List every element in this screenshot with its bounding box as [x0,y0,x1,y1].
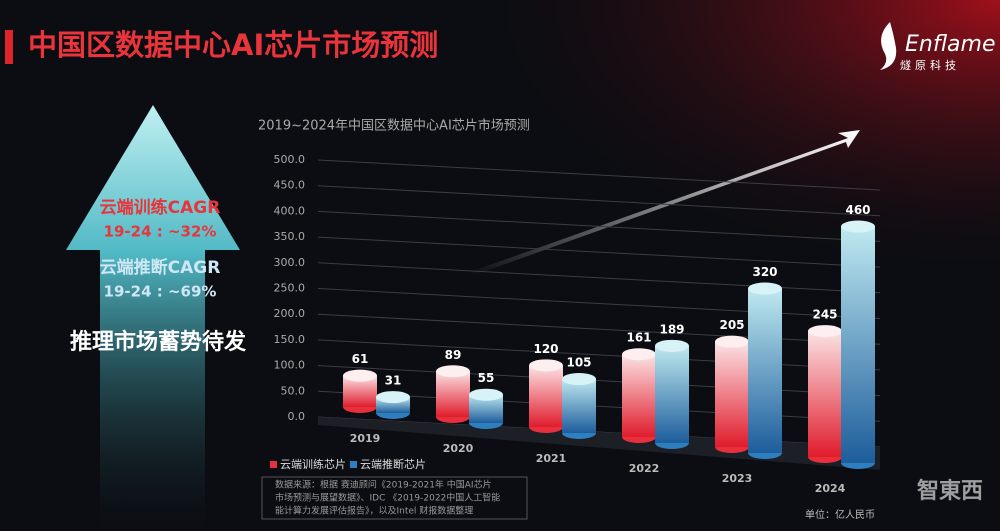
y-tick-label: 250.0 [274,282,306,295]
data-label: 61 [352,352,369,366]
data-label: 205 [719,318,744,332]
data-label: 31 [385,374,402,388]
bar-cap [469,388,503,401]
legend-swatch [350,461,357,468]
bar-cap [343,369,377,382]
data-label: 120 [533,342,558,356]
y-tick-label: 500.0 [274,153,306,166]
y-tick-label: 50.0 [281,384,306,397]
infer-cagr-label: 云端推断CAGR [100,257,221,278]
grid-line [317,365,881,397]
train-cagr-label: 云端训练CAGR [100,197,221,218]
legend-swatch [270,461,277,468]
grid-line [317,210,881,242]
logo-icon [880,22,897,70]
unit-label: 单位：亿人民币 [805,508,875,521]
y-tick-label: 150.0 [274,333,306,346]
logo-subtext: 燧原科技 [900,58,960,72]
x-tick-label: 2024 [815,482,846,495]
source-line: 数据来源：根据 赛迪顾问《2019-2021年 中国AI芯片 [275,479,492,491]
legend-label: 云端推断芯片 [360,457,426,471]
bar-cap [376,391,410,404]
floor [318,417,880,470]
grid-line [317,339,881,371]
data-label: 189 [659,322,684,336]
grid-line [317,288,881,319]
bar-cap [748,282,782,295]
bar-cap [655,339,689,352]
data-label: 460 [845,203,870,217]
infer-cagr: 19-24 : ~69% [104,283,217,301]
grid-line [317,262,881,294]
title-bar [5,30,13,64]
grid-line [317,390,881,422]
logo-text: Enflame [905,32,996,57]
bar [622,354,656,437]
grid-line [317,185,881,217]
grid-line [317,236,881,268]
data-label: 89 [445,348,462,362]
grid-line [317,159,881,191]
y-tick-label: 200.0 [274,307,306,320]
bar [841,226,875,463]
bar-cap [529,359,563,372]
grid-line [317,313,881,345]
slide-title: 中国区数据中心AI芯片市场预测 [28,28,438,62]
bar-cap [808,325,842,338]
bar-cap [436,365,470,378]
bar [715,341,749,447]
x-tick-label: 2022 [629,462,660,475]
bar [529,365,563,427]
watermark: 智東西 [917,478,983,504]
bar [562,379,596,433]
x-tick-label: 2020 [443,442,474,455]
y-tick-label: 400.0 [274,204,306,217]
bar [436,371,470,417]
y-tick-label: 350.0 [274,230,306,243]
bar-cap [562,373,596,386]
source-box [261,476,528,520]
bar [655,345,689,443]
data-label: 105 [566,356,591,370]
x-tick-label: 2023 [722,472,753,485]
growth-arrow [66,105,240,531]
bar [808,331,842,457]
slogan: 推理市场蓄势待发 [70,329,247,355]
chart-title: 2019~2024年中国区数据中心AI芯片市场预测 [258,118,530,134]
x-tick-label: 2021 [536,452,567,465]
source-line: 市场预测与展望数据》、IDC 《2019-2022中国人工智能 [275,492,500,504]
data-label: 320 [752,265,777,279]
source-line: 能计算力发展评估报告》，以及Intel 财报数据整理 [275,505,473,517]
legend-label: 云端训练芯片 [280,457,346,471]
bar-cap [841,220,875,233]
data-label: 161 [626,331,651,345]
train-cagr: 19-24 : ~32% [104,223,217,241]
y-tick-label: 0.0 [288,410,306,423]
bar-cap [715,335,749,348]
y-tick-label: 450.0 [274,179,306,192]
data-label: 55 [478,371,495,385]
y-tick-label: 300.0 [274,256,306,269]
x-tick-label: 2019 [350,432,381,445]
bar [748,288,782,453]
bar-cap [622,348,656,361]
chart: 0.0 50.0 100.0 150.0 200.0 250.0 300.0 350.0 400… [270,153,881,495]
data-label: 245 [812,308,837,322]
trend-arrow [470,130,860,276]
y-tick-label: 100.0 [274,359,306,372]
